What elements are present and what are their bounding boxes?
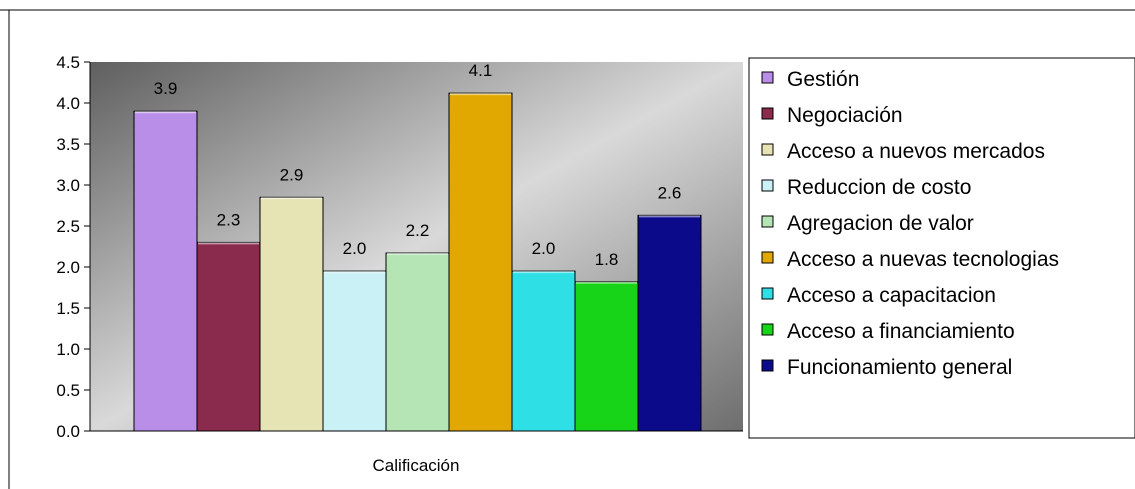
legend-swatch	[761, 359, 774, 372]
legend-label: Agregacion de valor	[787, 212, 974, 235]
y-tick-label: 0.0	[56, 422, 80, 441]
y-tick-label: 3.0	[56, 176, 80, 195]
bar-5	[385, 252, 450, 432]
y-tick-label: 2.5	[56, 217, 80, 236]
bar-9	[637, 214, 702, 432]
bar-6	[448, 92, 513, 432]
legend-label: Acceso a nuevas tecnologias	[787, 248, 1059, 271]
legend-swatch	[761, 71, 774, 84]
data-label: 2.9	[280, 165, 304, 184]
legend-swatch	[761, 251, 774, 264]
x-axis-label: Calificación	[373, 456, 460, 475]
legend-swatch	[761, 287, 774, 300]
legend-label: Funcionamiento general	[787, 356, 1012, 379]
legend-swatch	[761, 323, 774, 336]
legend-swatch	[761, 215, 774, 228]
bar-1	[133, 110, 198, 432]
legend-label: Negociación	[787, 104, 903, 127]
axes: 0.0 0.5 1.0 1.5 2.0 2.5 3.0 3.5 4.0 4.5	[56, 53, 743, 441]
bar-4	[322, 270, 387, 432]
legend-swatch	[761, 179, 774, 192]
bar-8	[574, 281, 639, 432]
y-tick-label: 1.0	[56, 340, 80, 359]
data-label: 2.0	[343, 239, 367, 258]
bar-3	[259, 196, 324, 432]
legend-label: Acceso a financiamiento	[787, 320, 1015, 343]
bar-7	[511, 270, 576, 432]
data-label: 1.8	[595, 250, 619, 269]
legend-swatch	[761, 107, 774, 120]
bar-labels: 3.9 2.3 2.9 2.0 2.2 4.1 2.0 1.8 2.6	[154, 61, 682, 269]
legend-label: Reduccion de costo	[787, 176, 971, 199]
bar-2	[196, 241, 261, 432]
data-label: 2.2	[406, 221, 430, 240]
data-label: 2.6	[658, 183, 682, 202]
y-tick-label: 3.5	[56, 135, 80, 154]
data-label: 4.1	[469, 61, 493, 80]
legend-label: Gestión	[787, 68, 859, 91]
legend-box	[748, 57, 1135, 439]
y-tick-label: 4.5	[56, 53, 80, 72]
data-label: 2.3	[217, 210, 241, 229]
y-tick-label: 4.0	[56, 94, 80, 113]
data-label: 2.0	[532, 239, 556, 258]
legend-label: Acceso a nuevos mercados	[787, 140, 1045, 163]
legend-label: Acceso a capacitacion	[787, 284, 996, 307]
legend-swatch	[761, 143, 774, 156]
legend: Gestión Negociación Acceso a nuevos mercad…	[761, 68, 1059, 379]
data-label: 3.9	[154, 79, 178, 98]
y-tick-label: 0.5	[56, 381, 80, 400]
y-tick-label: 2.0	[56, 258, 80, 277]
y-tick-label: 1.5	[56, 299, 80, 318]
bars	[133, 92, 702, 432]
